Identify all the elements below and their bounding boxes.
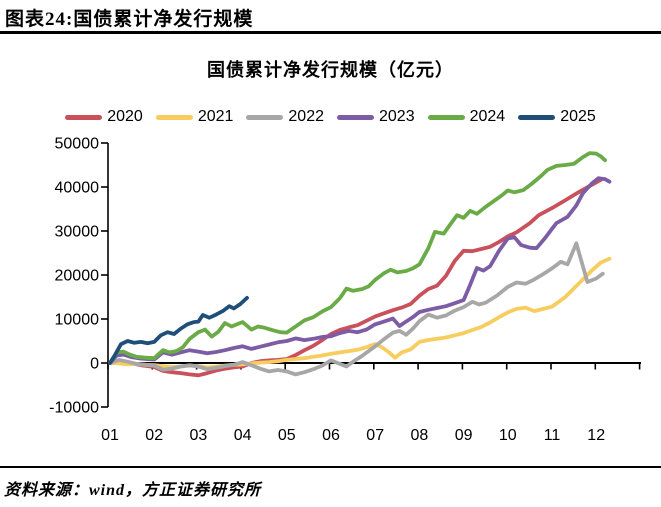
figure-caption: 图表24:国债累计净发行规模 [5, 9, 254, 30]
y-axis-tick-label: -10000 [49, 400, 99, 417]
legend-item-2025: 2025 [518, 108, 596, 126]
chart-legend: 2020 2021 2022 2023 2024 2025 [0, 108, 661, 126]
legend-item-2023: 2023 [337, 108, 415, 126]
legend-label: 2023 [379, 108, 415, 125]
series-line-2023 [108, 176, 612, 365]
legend-swatch-2024 [427, 114, 465, 120]
x-axis-tick-label: 11 [544, 427, 561, 444]
y-axis-tick-label: 10000 [55, 312, 100, 329]
series-line-2020 [108, 178, 603, 378]
legend-label: 2024 [469, 108, 506, 125]
x-axis-tick-label: 06 [322, 427, 340, 444]
legend-swatch-2023 [337, 114, 374, 120]
y-axis-tick-label: 20000 [55, 268, 100, 285]
x-axis-tick-label: 03 [190, 427, 208, 444]
legend-item-2021: 2021 [155, 108, 234, 126]
x-axis-tick-label: 04 [234, 427, 252, 444]
legend-item-2022: 2022 [246, 108, 324, 126]
legend-swatch-2020 [65, 114, 103, 120]
y-axis-tick-label: 30000 [55, 224, 100, 241]
series-line-2024 [108, 151, 607, 365]
top-divider [0, 31, 661, 34]
x-axis-tick-label: 12 [587, 427, 605, 444]
series-line-2025 [108, 295, 249, 365]
legend-label: 2020 [107, 108, 143, 125]
x-axis-tick-label: 05 [278, 427, 296, 444]
x-axis-tick-label: 01 [101, 427, 119, 444]
x-axis-tick-label: 08 [411, 427, 429, 444]
legend-label: 2025 [560, 108, 596, 125]
x-axis-tick-label: 07 [366, 427, 384, 444]
legend-label: 2022 [288, 108, 324, 125]
y-axis-tick-label: 50000 [55, 136, 100, 153]
legend-swatch-2022 [246, 114, 284, 120]
source-attribution: 资料来源：wind，方正证券研究所 [4, 482, 262, 499]
legend-swatch-2021 [155, 114, 193, 120]
legend-label: 2021 [197, 108, 234, 125]
legend-swatch-2025 [518, 114, 556, 120]
chart-title: 国债累计净发行规模（亿元） [207, 60, 454, 80]
x-axis-tick-label: 02 [145, 427, 163, 444]
legend-item-2024: 2024 [427, 108, 506, 126]
bottom-divider [0, 466, 661, 468]
x-axis-tick-label: 09 [455, 427, 473, 444]
x-axis-tick-label: 10 [499, 427, 517, 444]
legend-item-2020: 2020 [65, 108, 143, 126]
y-axis-tick-label: 40000 [55, 180, 100, 197]
series-line-2022 [108, 241, 605, 377]
y-axis-tick-label: 0 [90, 356, 99, 373]
